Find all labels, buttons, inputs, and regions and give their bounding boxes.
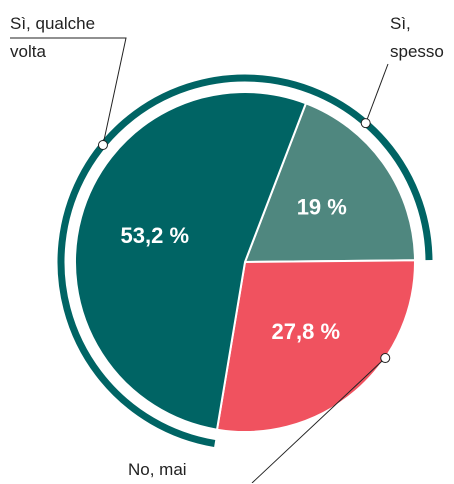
leader-line xyxy=(365,63,389,124)
leader-line xyxy=(251,357,386,483)
leader-dot xyxy=(97,140,108,151)
pie-slice xyxy=(215,259,416,433)
legend-label: No, mai xyxy=(128,460,187,479)
data-label: 53,2 % xyxy=(121,223,190,248)
data-label: 19 % xyxy=(297,194,347,219)
data-label: 27,8 % xyxy=(272,319,341,344)
pie-slice xyxy=(74,91,308,431)
pie-slice xyxy=(243,101,417,264)
leader-dot xyxy=(380,353,391,364)
leader-dot xyxy=(360,118,371,129)
leader-line xyxy=(10,37,127,146)
legend-label: Sì, spesso xyxy=(390,14,444,61)
outer-ring xyxy=(57,74,433,447)
legend-label: Sì, qualche volta xyxy=(10,14,96,61)
